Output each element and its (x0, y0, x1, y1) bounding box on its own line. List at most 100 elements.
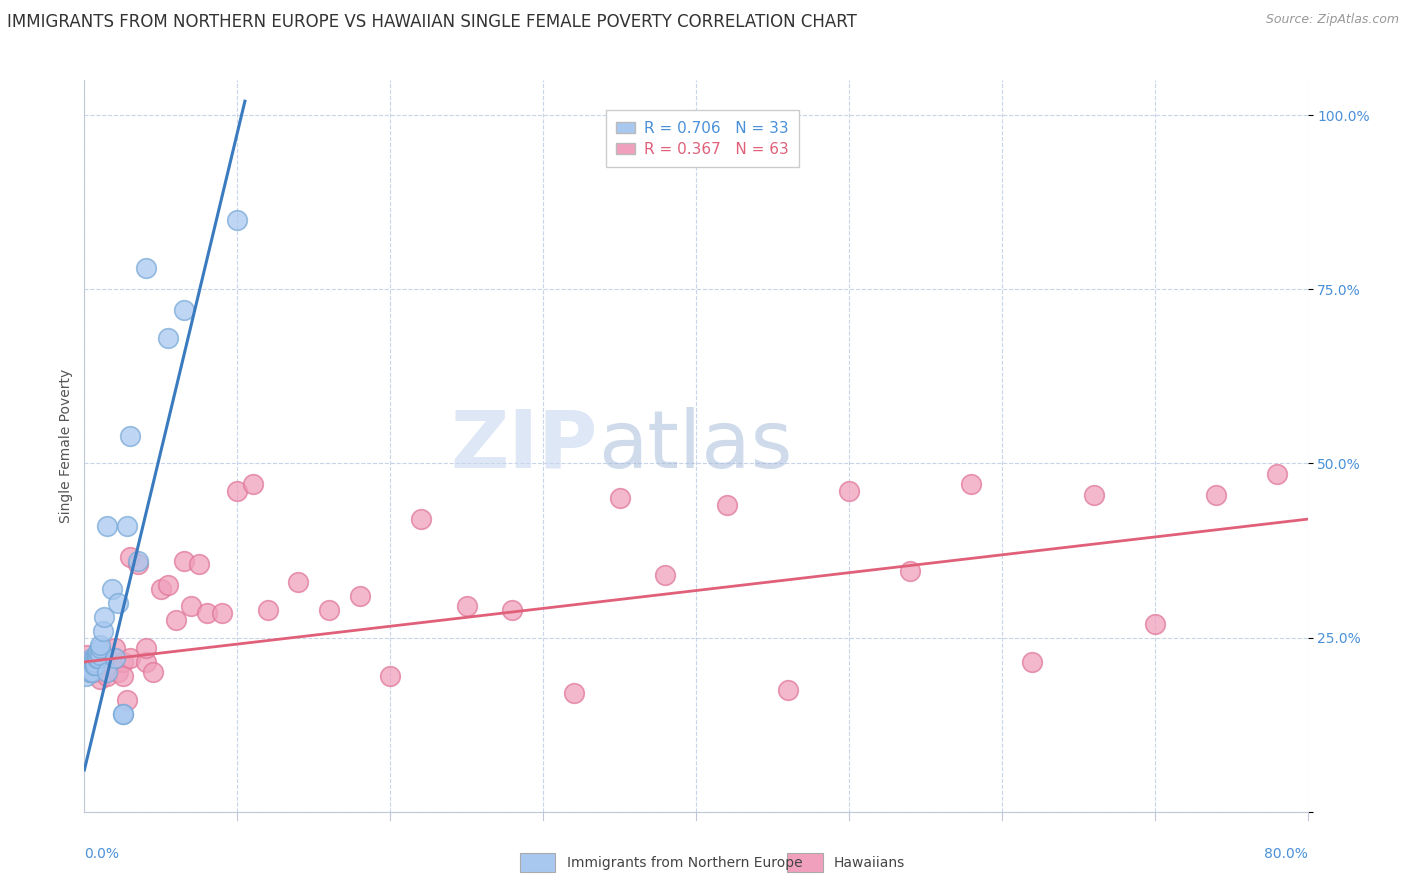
Point (349, 589, 371, 603)
Point (79, 655, 101, 669)
Point (104, 651, 127, 665)
Point (120, 550, 142, 565)
Point (142, 665, 165, 680)
Point (89, 640, 111, 655)
Point (135, 261, 157, 276)
Point (654, 567, 676, 582)
Point (79, 665, 101, 680)
Point (111, 655, 134, 669)
Point (94, 665, 117, 680)
Point (180, 599, 202, 614)
Text: 0.0%: 0.0% (84, 847, 120, 861)
Point (1083, 488, 1105, 502)
Point (115, 519, 138, 533)
Point (86, 648, 108, 662)
Point (157, 331, 180, 345)
Point (84, 655, 107, 669)
Point (96, 655, 118, 669)
Point (86, 651, 108, 665)
Point (96, 665, 118, 680)
Point (107, 596, 129, 610)
Point (173, 303, 195, 318)
Text: 80.0%: 80.0% (1264, 847, 1308, 861)
Point (127, 558, 149, 572)
Point (87, 651, 110, 665)
Point (80, 651, 103, 665)
Point (1021, 655, 1043, 669)
Text: Source: ZipAtlas.com: Source: ZipAtlas.com (1265, 13, 1399, 27)
Text: ZIP: ZIP (451, 407, 598, 485)
Point (157, 578, 180, 592)
Point (776, 682, 799, 697)
Point (242, 477, 264, 491)
Point (104, 651, 127, 665)
Point (84, 651, 107, 665)
Point (97, 651, 120, 665)
Point (75, 655, 97, 669)
Point (115, 693, 138, 707)
Point (93, 609, 115, 624)
Point (257, 603, 280, 617)
Point (188, 558, 211, 572)
Point (77, 665, 100, 680)
Point (173, 554, 195, 568)
Point (111, 707, 134, 722)
Point (96, 669, 118, 683)
Point (111, 669, 134, 683)
Point (226, 212, 249, 227)
Y-axis label: Single Female Poverty: Single Female Poverty (59, 369, 73, 523)
Point (120, 428, 142, 442)
Point (195, 606, 218, 620)
Point (127, 554, 149, 568)
Point (318, 603, 340, 617)
Point (226, 484, 249, 499)
Point (111, 707, 134, 722)
Point (89, 673, 111, 687)
Point (83, 655, 105, 669)
Legend: R = 0.706   N = 33, R = 0.367   N = 63: R = 0.706 N = 33, R = 0.367 N = 63 (606, 110, 800, 168)
Point (89, 638, 111, 652)
Point (409, 512, 432, 526)
Point (83, 658, 105, 673)
Point (76, 648, 98, 662)
Point (1265, 467, 1288, 481)
Point (1143, 616, 1166, 631)
Point (562, 686, 585, 700)
Point (89, 644, 111, 658)
Point (456, 599, 478, 614)
Point (89, 648, 111, 662)
Point (107, 665, 129, 680)
Point (101, 582, 124, 596)
Point (87, 651, 110, 665)
Point (91, 624, 114, 638)
Point (165, 613, 187, 627)
Point (1205, 488, 1227, 502)
Text: atlas: atlas (598, 407, 793, 485)
Point (86, 655, 108, 669)
Point (502, 603, 524, 617)
Point (838, 484, 860, 499)
Point (84, 665, 107, 680)
Point (91, 658, 114, 673)
Point (83, 651, 105, 665)
Point (80, 665, 103, 680)
Point (80, 658, 103, 673)
Point (101, 658, 124, 673)
Text: IMMIGRANTS FROM NORTHERN EUROPE VS HAWAIIAN SINGLE FEMALE POVERTY CORRELATION CH: IMMIGRANTS FROM NORTHERN EUROPE VS HAWAI… (7, 13, 856, 31)
Point (77, 658, 100, 673)
Text: Immigrants from Northern Europe: Immigrants from Northern Europe (567, 855, 803, 870)
Point (898, 565, 921, 579)
Point (149, 582, 172, 596)
Point (211, 606, 233, 620)
Point (96, 519, 118, 533)
Point (609, 491, 631, 506)
Point (716, 498, 738, 512)
Point (135, 655, 157, 669)
Text: Hawaiians: Hawaiians (834, 855, 905, 870)
Point (87, 644, 110, 658)
Point (80, 665, 103, 680)
Point (120, 651, 142, 665)
Point (135, 640, 157, 655)
Point (960, 477, 983, 491)
Point (93, 651, 115, 665)
